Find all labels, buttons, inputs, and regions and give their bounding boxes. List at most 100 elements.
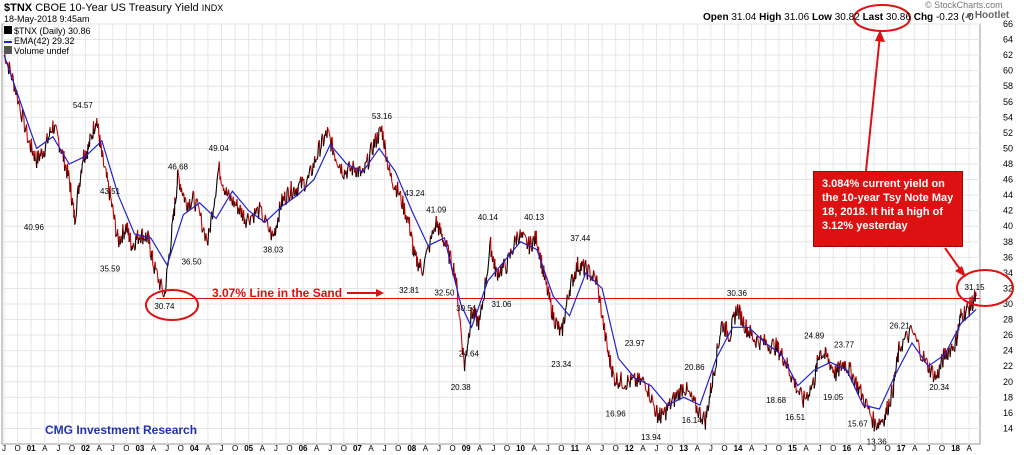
price-segment <box>470 307 473 313</box>
price-segment <box>262 221 264 223</box>
price-segment <box>682 384 685 393</box>
price-segment <box>81 161 84 164</box>
price-segment <box>289 194 292 197</box>
price-segment <box>388 164 391 175</box>
price-segment <box>781 347 784 360</box>
price-segment <box>708 395 711 406</box>
price-segment <box>346 168 349 179</box>
price-segment <box>191 196 194 202</box>
x-tick-label: J <box>219 444 223 453</box>
price-segment <box>864 399 867 409</box>
x-tick-label: A <box>96 444 102 453</box>
price-segment <box>419 258 422 266</box>
price-segment <box>438 224 440 236</box>
price-segment <box>531 240 534 252</box>
price-segment <box>279 201 281 206</box>
price-segment <box>904 332 907 339</box>
x-tick-label: A <box>477 444 483 453</box>
price-segment <box>321 133 324 138</box>
price-segment <box>835 371 838 382</box>
price-segment <box>217 167 220 173</box>
x-tick-label: 11 <box>571 444 580 453</box>
chg-value: -0.23 (-0 <box>935 12 974 23</box>
price-segment <box>589 268 592 281</box>
price-segment <box>804 398 806 400</box>
price-segment <box>938 364 941 367</box>
y-tick-label: 42 <box>1003 206 1013 216</box>
price-segment <box>278 201 281 223</box>
price-segment <box>751 331 754 341</box>
price-segment <box>75 199 78 215</box>
price-segment <box>392 188 395 190</box>
price-segment <box>189 198 191 209</box>
price-segment <box>583 268 586 276</box>
line-in-the-sand-label: 3.07% Line in the Sand <box>212 286 343 300</box>
price-segment <box>297 182 300 186</box>
price-segment <box>596 275 598 283</box>
price-segment <box>543 276 546 281</box>
price-segment <box>377 128 380 143</box>
price-segment <box>578 269 580 272</box>
price-segment <box>870 415 873 420</box>
price-segment <box>407 216 409 218</box>
price-segment <box>41 155 44 159</box>
hootlet-button[interactable]: ● Hootlet <box>966 10 1010 21</box>
price-segment <box>652 398 654 405</box>
price-segment <box>810 385 813 391</box>
header-symbol-line: $TNX CBOE 10-Year US Treasury Yield INDX <box>4 2 223 14</box>
price-segment <box>690 391 693 401</box>
price-segment <box>932 378 935 383</box>
price-segment <box>212 206 215 210</box>
price-segment <box>972 305 974 311</box>
price-segment <box>952 346 955 351</box>
price-segment <box>735 305 737 316</box>
price-segment <box>565 304 568 308</box>
price-segment <box>696 405 699 415</box>
price-segment <box>333 152 336 156</box>
price-segment <box>406 216 409 223</box>
price-segment <box>208 227 210 230</box>
price-segment <box>949 347 952 358</box>
price-segment <box>146 235 149 243</box>
hootlet-label: Hootlet <box>974 10 1010 21</box>
price-segment <box>110 197 112 200</box>
price-segment <box>53 125 56 133</box>
price-segment <box>399 190 402 206</box>
price-segment <box>102 154 105 167</box>
header-ohlc: Open 31.04 High 31.06 Low 30.82 Last 30.… <box>703 12 974 23</box>
price-segment <box>535 230 538 246</box>
x-tick-label: 06 <box>299 444 308 453</box>
price-segment <box>34 159 37 162</box>
price-segment <box>553 312 555 326</box>
x-tick-label: O <box>123 444 129 453</box>
x-tick-label: J <box>926 444 930 453</box>
price-swatch <box>4 26 12 34</box>
price-segment <box>25 124 29 143</box>
price-segment <box>436 221 439 226</box>
price-segment <box>564 310 566 322</box>
data-label: 30.54 <box>456 304 477 313</box>
price-segment <box>395 193 398 198</box>
price-segment <box>580 261 583 272</box>
x-tick-label: O <box>830 444 836 453</box>
price-segment <box>92 121 95 135</box>
price-segment <box>282 195 285 198</box>
data-label: 20.86 <box>685 363 706 372</box>
data-label: 53.16 <box>372 112 393 121</box>
x-tick-label: 07 <box>353 444 362 453</box>
price-segment <box>577 256 579 272</box>
price-segment <box>760 334 762 339</box>
price-segment <box>165 270 168 284</box>
data-label: 13.94 <box>641 433 662 442</box>
price-segment <box>701 415 704 425</box>
price-segment <box>135 237 138 240</box>
price-segment <box>653 405 656 416</box>
price-segment <box>384 145 387 162</box>
price-segment <box>707 405 710 411</box>
price-segment <box>755 336 758 348</box>
price-segment <box>599 295 602 301</box>
price-segment <box>585 259 588 271</box>
grid <box>3 23 980 444</box>
price-segment <box>420 271 423 275</box>
price-segment <box>844 361 847 368</box>
